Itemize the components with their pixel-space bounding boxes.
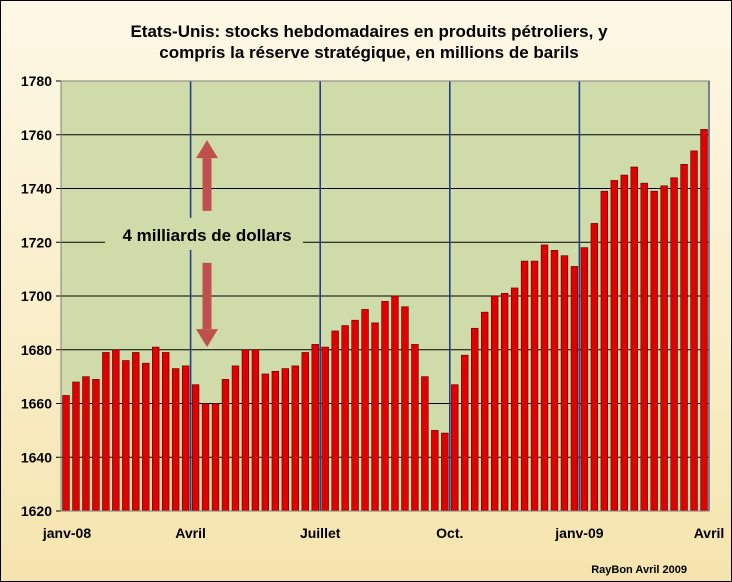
bar-63 (690, 150, 698, 512)
arrow-shaft-up (202, 158, 212, 211)
bar-53 (590, 223, 599, 512)
bar-18 (241, 349, 250, 512)
bar-22 (281, 368, 289, 512)
bar-49 (550, 250, 559, 512)
y-tick-label-1700: 1700 (21, 288, 52, 304)
x-tick-label-4: janv-09 (554, 525, 603, 541)
bar-60 (660, 185, 668, 512)
y-tick-label-1760: 1760 (21, 127, 52, 143)
bar-2 (82, 376, 90, 512)
bar-34 (401, 306, 409, 512)
y-tick-label-1680: 1680 (21, 342, 52, 358)
y-tick-label-1620: 1620 (21, 503, 52, 519)
bar-16 (221, 379, 230, 512)
bar-40 (461, 354, 469, 512)
bar-43 (490, 295, 499, 512)
plot-border (60, 80, 710, 512)
bar-44 (500, 293, 509, 512)
bar-27 (331, 330, 339, 512)
bar-54 (600, 190, 609, 512)
bar-32 (381, 301, 389, 512)
bar-37 (431, 430, 439, 512)
bar-26 (321, 346, 329, 512)
bar-25 (311, 344, 319, 512)
bar-47 (530, 260, 539, 512)
bar-1 (72, 381, 80, 512)
bar-6 (122, 360, 130, 512)
bar-7 (132, 352, 140, 512)
bar-23 (291, 365, 299, 512)
bar-36 (421, 376, 429, 512)
bar-12 (181, 365, 190, 512)
bar-52 (580, 247, 589, 512)
bar-58 (640, 182, 648, 512)
bar-14 (201, 403, 210, 512)
bar-13 (191, 384, 200, 512)
bar-64 (700, 129, 708, 512)
arrow-head-up (196, 140, 218, 159)
bar-33 (391, 295, 399, 512)
bar-51 (570, 266, 579, 512)
bar-50 (560, 255, 569, 512)
x-tick-label-2: Juillet (300, 525, 341, 541)
x-tick-label-1: Avril (175, 525, 206, 541)
bar-9 (152, 346, 160, 512)
bar-41 (471, 327, 479, 512)
bar-4 (102, 352, 110, 512)
bar-21 (271, 370, 280, 512)
bar-0 (62, 395, 70, 512)
bar-61 (670, 177, 678, 512)
bar-15 (211, 403, 220, 512)
bar-38 (441, 432, 449, 512)
annotation: 4 milliards de dollars (60, 80, 710, 512)
bar-19 (251, 349, 260, 512)
bar-17 (231, 365, 240, 512)
bar-35 (411, 344, 419, 512)
bar-48 (540, 244, 549, 512)
bar-31 (371, 322, 379, 512)
bar-42 (481, 311, 489, 512)
bar-45 (510, 287, 519, 512)
bar-20 (261, 373, 270, 512)
arrow-shaft-down (202, 262, 212, 330)
y-tick-label-1720: 1720 (21, 234, 52, 250)
annotation-box (105, 217, 303, 250)
arrow-head-down (196, 329, 218, 348)
bar-11 (171, 368, 180, 512)
bar-3 (92, 379, 100, 512)
bar-29 (351, 319, 359, 512)
bar-8 (142, 362, 150, 512)
bar-62 (680, 164, 688, 512)
credit-label: RayBon Avril 2009 (591, 564, 687, 576)
y-tick-label-1660: 1660 (21, 396, 52, 412)
x-axis-ticks: janv-08 Avril Juillet Oct. janv-09 Avril (42, 525, 724, 541)
bar-series (62, 129, 708, 512)
bar-56 (620, 174, 628, 512)
y-tick-label-1740: 1740 (21, 181, 52, 197)
bar-46 (520, 260, 529, 512)
bar-55 (610, 180, 618, 512)
y-tick-label-1640: 1640 (21, 449, 52, 465)
bar-39 (451, 384, 459, 512)
bar-10 (161, 352, 170, 512)
bar-30 (361, 309, 369, 512)
chart-title-line-2: compris la réserve stratégique, en milli… (159, 43, 579, 62)
bar-28 (341, 325, 349, 512)
bar-5 (112, 349, 120, 512)
annotation-label: 4 milliards de dollars (122, 226, 291, 245)
y-axis-ticks: 1620 1640 1660 1680 1700 1720 1740 1760 1780 (21, 73, 61, 519)
bar-59 (650, 190, 658, 512)
x-tick-label-5: Avril (694, 525, 725, 541)
bar-24 (301, 352, 309, 512)
x-tick-label-3: Oct. (436, 525, 463, 541)
bar-57 (630, 166, 638, 512)
y-tick-label-1780: 1780 (21, 73, 52, 89)
x-tick-label-0: janv-08 (42, 525, 91, 541)
chart-title-line-1: Etats-Unis: stocks hebdomadaires en prod… (130, 22, 608, 41)
